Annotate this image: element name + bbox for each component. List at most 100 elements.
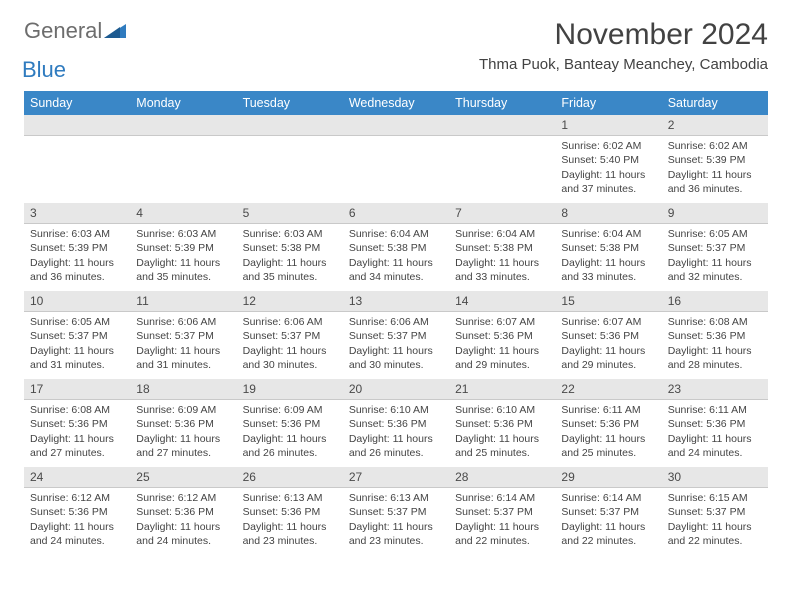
day-number: 20 [343, 379, 449, 400]
weekday-thursday: Thursday [449, 91, 555, 115]
day-daylight2: and 35 minutes. [136, 270, 230, 284]
day-daylight1: Daylight: 11 hours [243, 256, 337, 270]
day-sunset: Sunset: 5:37 PM [30, 329, 124, 343]
day-body: Sunrise: 6:11 AMSunset: 5:36 PMDaylight:… [555, 400, 661, 466]
day-sunrise: Sunrise: 6:15 AM [668, 491, 762, 505]
day-cell: 17Sunrise: 6:08 AMSunset: 5:36 PMDayligh… [24, 379, 130, 467]
day-body: Sunrise: 6:07 AMSunset: 5:36 PMDaylight:… [449, 312, 555, 378]
week-row: 17Sunrise: 6:08 AMSunset: 5:36 PMDayligh… [24, 379, 768, 467]
day-daylight1: Daylight: 11 hours [136, 432, 230, 446]
day-body: Sunrise: 6:05 AMSunset: 5:37 PMDaylight:… [24, 312, 130, 378]
day-sunset: Sunset: 5:40 PM [561, 153, 655, 167]
day-daylight2: and 25 minutes. [561, 446, 655, 460]
day-sunset: Sunset: 5:38 PM [561, 241, 655, 255]
day-sunset: Sunset: 5:37 PM [668, 505, 762, 519]
day-daylight2: and 31 minutes. [136, 358, 230, 372]
day-daylight2: and 31 minutes. [30, 358, 124, 372]
day-number: 10 [24, 291, 130, 312]
day-number: 12 [237, 291, 343, 312]
day-sunrise: Sunrise: 6:09 AM [136, 403, 230, 417]
day-daylight2: and 23 minutes. [349, 534, 443, 548]
day-cell: 26Sunrise: 6:13 AMSunset: 5:36 PMDayligh… [237, 467, 343, 555]
day-cell: 18Sunrise: 6:09 AMSunset: 5:36 PMDayligh… [130, 379, 236, 467]
title-block: November 2024 Thma Puok, Banteay Meanche… [479, 18, 768, 73]
day-sunrise: Sunrise: 6:10 AM [349, 403, 443, 417]
day-cell: 2Sunrise: 6:02 AMSunset: 5:39 PMDaylight… [662, 115, 768, 203]
day-number: 24 [24, 467, 130, 488]
day-daylight1: Daylight: 11 hours [349, 256, 443, 270]
day-sunrise: Sunrise: 6:05 AM [668, 227, 762, 241]
day-number: 3 [24, 203, 130, 224]
day-daylight2: and 37 minutes. [561, 182, 655, 196]
day-daylight2: and 22 minutes. [668, 534, 762, 548]
day-cell: 19Sunrise: 6:09 AMSunset: 5:36 PMDayligh… [237, 379, 343, 467]
day-body: Sunrise: 6:03 AMSunset: 5:39 PMDaylight:… [24, 224, 130, 290]
day-number: 17 [24, 379, 130, 400]
day-body: Sunrise: 6:05 AMSunset: 5:37 PMDaylight:… [662, 224, 768, 290]
day-sunset: Sunset: 5:38 PM [349, 241, 443, 255]
day-number: 21 [449, 379, 555, 400]
day-number: 30 [662, 467, 768, 488]
day-sunset: Sunset: 5:37 PM [243, 329, 337, 343]
day-body: Sunrise: 6:03 AMSunset: 5:39 PMDaylight:… [130, 224, 236, 290]
day-daylight2: and 27 minutes. [30, 446, 124, 460]
day-number: 23 [662, 379, 768, 400]
day-sunrise: Sunrise: 6:10 AM [455, 403, 549, 417]
calendar: Sunday Monday Tuesday Wednesday Thursday… [24, 91, 768, 555]
day-body: Sunrise: 6:12 AMSunset: 5:36 PMDaylight:… [24, 488, 130, 554]
day-cell [237, 115, 343, 203]
day-body [237, 136, 343, 194]
day-sunset: Sunset: 5:39 PM [30, 241, 124, 255]
day-number: 26 [237, 467, 343, 488]
day-daylight1: Daylight: 11 hours [136, 520, 230, 534]
day-number: 2 [662, 115, 768, 136]
day-body: Sunrise: 6:03 AMSunset: 5:38 PMDaylight:… [237, 224, 343, 290]
calendar-body: 1Sunrise: 6:02 AMSunset: 5:40 PMDaylight… [24, 115, 768, 555]
day-sunset: Sunset: 5:36 PM [561, 329, 655, 343]
week-row: 3Sunrise: 6:03 AMSunset: 5:39 PMDaylight… [24, 203, 768, 291]
day-sunset: Sunset: 5:37 PM [349, 505, 443, 519]
day-sunset: Sunset: 5:37 PM [136, 329, 230, 343]
day-sunrise: Sunrise: 6:02 AM [561, 139, 655, 153]
day-body: Sunrise: 6:13 AMSunset: 5:37 PMDaylight:… [343, 488, 449, 554]
day-number: 11 [130, 291, 236, 312]
day-cell: 9Sunrise: 6:05 AMSunset: 5:37 PMDaylight… [662, 203, 768, 291]
day-daylight1: Daylight: 11 hours [30, 520, 124, 534]
day-cell: 7Sunrise: 6:04 AMSunset: 5:38 PMDaylight… [449, 203, 555, 291]
day-daylight1: Daylight: 11 hours [561, 432, 655, 446]
weekday-friday: Friday [555, 91, 661, 115]
weekday-header-row: Sunday Monday Tuesday Wednesday Thursday… [24, 91, 768, 115]
day-sunset: Sunset: 5:36 PM [243, 417, 337, 431]
day-cell: 22Sunrise: 6:11 AMSunset: 5:36 PMDayligh… [555, 379, 661, 467]
day-cell: 23Sunrise: 6:11 AMSunset: 5:36 PMDayligh… [662, 379, 768, 467]
day-cell: 6Sunrise: 6:04 AMSunset: 5:38 PMDaylight… [343, 203, 449, 291]
day-sunrise: Sunrise: 6:14 AM [561, 491, 655, 505]
day-daylight2: and 34 minutes. [349, 270, 443, 284]
day-cell: 25Sunrise: 6:12 AMSunset: 5:36 PMDayligh… [130, 467, 236, 555]
weekday-sunday: Sunday [24, 91, 130, 115]
day-number: 25 [130, 467, 236, 488]
day-daylight2: and 30 minutes. [243, 358, 337, 372]
day-sunset: Sunset: 5:37 PM [349, 329, 443, 343]
day-cell: 8Sunrise: 6:04 AMSunset: 5:38 PMDaylight… [555, 203, 661, 291]
day-daylight1: Daylight: 11 hours [455, 344, 549, 358]
day-body: Sunrise: 6:14 AMSunset: 5:37 PMDaylight:… [449, 488, 555, 554]
day-daylight1: Daylight: 11 hours [561, 520, 655, 534]
day-daylight1: Daylight: 11 hours [455, 256, 549, 270]
day-cell: 14Sunrise: 6:07 AMSunset: 5:36 PMDayligh… [449, 291, 555, 379]
day-body: Sunrise: 6:14 AMSunset: 5:37 PMDaylight:… [555, 488, 661, 554]
day-sunrise: Sunrise: 6:05 AM [30, 315, 124, 329]
day-sunset: Sunset: 5:36 PM [136, 417, 230, 431]
day-cell: 3Sunrise: 6:03 AMSunset: 5:39 PMDaylight… [24, 203, 130, 291]
day-sunset: Sunset: 5:36 PM [455, 329, 549, 343]
day-daylight1: Daylight: 11 hours [668, 168, 762, 182]
day-daylight1: Daylight: 11 hours [561, 256, 655, 270]
day-daylight1: Daylight: 11 hours [349, 432, 443, 446]
weekday-saturday: Saturday [662, 91, 768, 115]
day-cell: 12Sunrise: 6:06 AMSunset: 5:37 PMDayligh… [237, 291, 343, 379]
day-daylight2: and 35 minutes. [243, 270, 337, 284]
day-number: 19 [237, 379, 343, 400]
day-sunrise: Sunrise: 6:06 AM [349, 315, 443, 329]
day-cell: 28Sunrise: 6:14 AMSunset: 5:37 PMDayligh… [449, 467, 555, 555]
day-sunrise: Sunrise: 6:09 AM [243, 403, 337, 417]
